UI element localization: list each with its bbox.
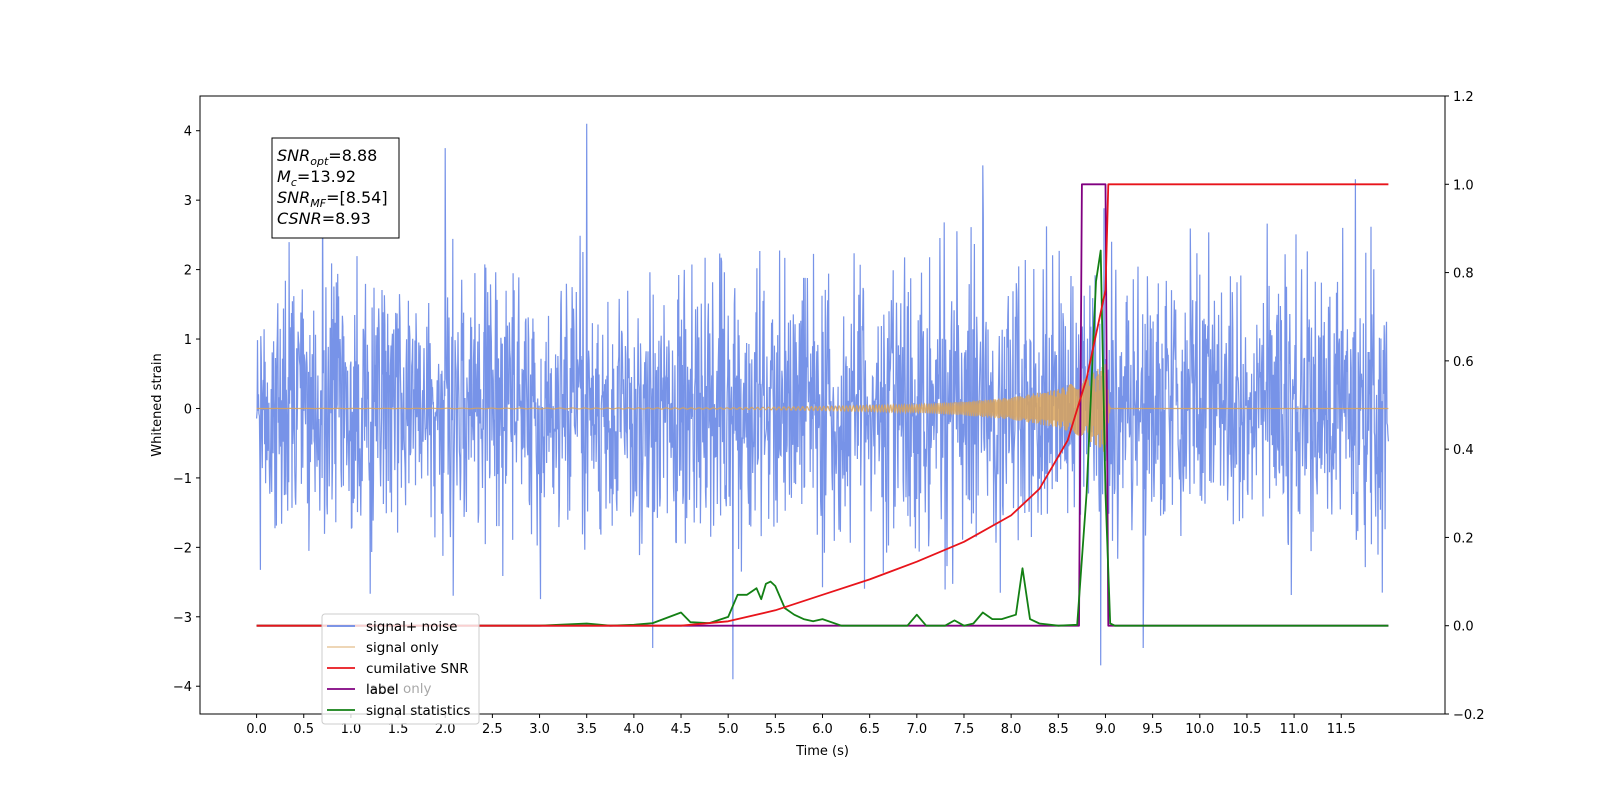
x-tick-label: 5.0: [718, 722, 739, 737]
x-tick-label: 8.0: [1001, 722, 1022, 737]
x-tick-label: 1.5: [388, 722, 409, 737]
series-signal-only-line: [256, 364, 1389, 452]
x-tick-label: 2.5: [482, 722, 503, 737]
legend-label: signal+ noise: [366, 619, 457, 635]
y-tick-label: −1: [173, 472, 192, 487]
y-tick-label: 4: [184, 125, 192, 140]
x-tick-label: 8.5: [1048, 722, 1069, 737]
y-tick-label: 1: [184, 333, 192, 348]
legend-label: label: [366, 682, 399, 698]
y2-tick-label: −0.2: [1453, 708, 1485, 723]
series-signal-noise-line: [256, 123, 1389, 680]
y2-tick-label: 0.8: [1453, 267, 1474, 282]
x-axis-label: Time (s): [795, 744, 849, 759]
x-tick-label: 5.5: [765, 722, 786, 737]
legend-label-ghost: label only: [366, 681, 432, 697]
y-tick-label: −2: [173, 541, 192, 556]
annotation-line: SNRopt=8.88: [277, 146, 377, 168]
x-tick-label: 0.0: [246, 722, 267, 737]
annotation-line: CSNR=8.93: [277, 209, 371, 228]
annotation-line: SNRMF=[8.54]: [277, 188, 388, 210]
series-cumulative-snr-line: [256, 183, 1389, 627]
y2-axis-ticks: 1.2 1.0 0.8 0.6 0.4 0.2 0.0 −0.2: [1445, 90, 1485, 723]
x-tick-label: 11.0: [1280, 722, 1309, 737]
x-tick-label: 1.0: [341, 722, 362, 737]
x-tick-label: 11.5: [1327, 722, 1356, 737]
y2-tick-label: 0.0: [1453, 620, 1474, 635]
legend-label: signal only: [366, 640, 439, 656]
x-tick-label: 7.5: [954, 722, 975, 737]
y2-tick-label: 1.0: [1453, 178, 1474, 193]
y2-tick-label: 0.2: [1453, 531, 1474, 546]
x-tick-label: 6.0: [812, 722, 833, 737]
y-tick-label: −3: [173, 611, 192, 626]
y2-tick-label: 0.6: [1453, 355, 1474, 370]
x-tick-label: 7.0: [906, 722, 927, 737]
y2-tick-label: 1.2: [1453, 90, 1474, 105]
x-tick-label: 3.5: [576, 722, 597, 737]
y-tick-label: −4: [173, 680, 192, 695]
x-tick-label: 10.0: [1185, 722, 1214, 737]
y-tick-label: 0: [184, 402, 192, 417]
x-tick-label: 3.0: [529, 722, 550, 737]
x-tick-label: 4.0: [624, 722, 645, 737]
legend-label: cumilative SNR: [366, 661, 469, 677]
annotation-frame: [271, 137, 400, 239]
y-axis-ticks: 4 3 2 1 0 −1 −2 −3 −4: [173, 125, 200, 695]
x-tick-label: 9.0: [1095, 722, 1116, 737]
annotation-line: Mc=13.92: [277, 167, 356, 189]
y2-tick-label: 0.4: [1453, 443, 1474, 458]
legend: label only signal+ noise signal only cumila…: [321, 613, 480, 725]
y-axis-label: Whitened strain: [150, 353, 165, 456]
legend-label: signal statistics: [366, 703, 470, 719]
x-axis-ticks: 0.0 0.5 1.0 1.5 2.0 2.5 3.0 3.5 4.0 4.5 5.0 5.5 6.0 6…: [246, 714, 1356, 737]
x-tick-label: 0.5: [293, 722, 314, 737]
x-tick-label: 4.5: [671, 722, 692, 737]
y-tick-label: 3: [184, 194, 192, 209]
plot-area: [256, 123, 1389, 680]
y-tick-label: 2: [184, 264, 192, 279]
x-tick-label: 9.5: [1142, 722, 1163, 737]
x-tick-label: 10.5: [1232, 722, 1261, 737]
legend-frame: [321, 613, 480, 725]
x-tick-label: 6.5: [859, 722, 880, 737]
x-tick-label: 2.0: [435, 722, 456, 737]
